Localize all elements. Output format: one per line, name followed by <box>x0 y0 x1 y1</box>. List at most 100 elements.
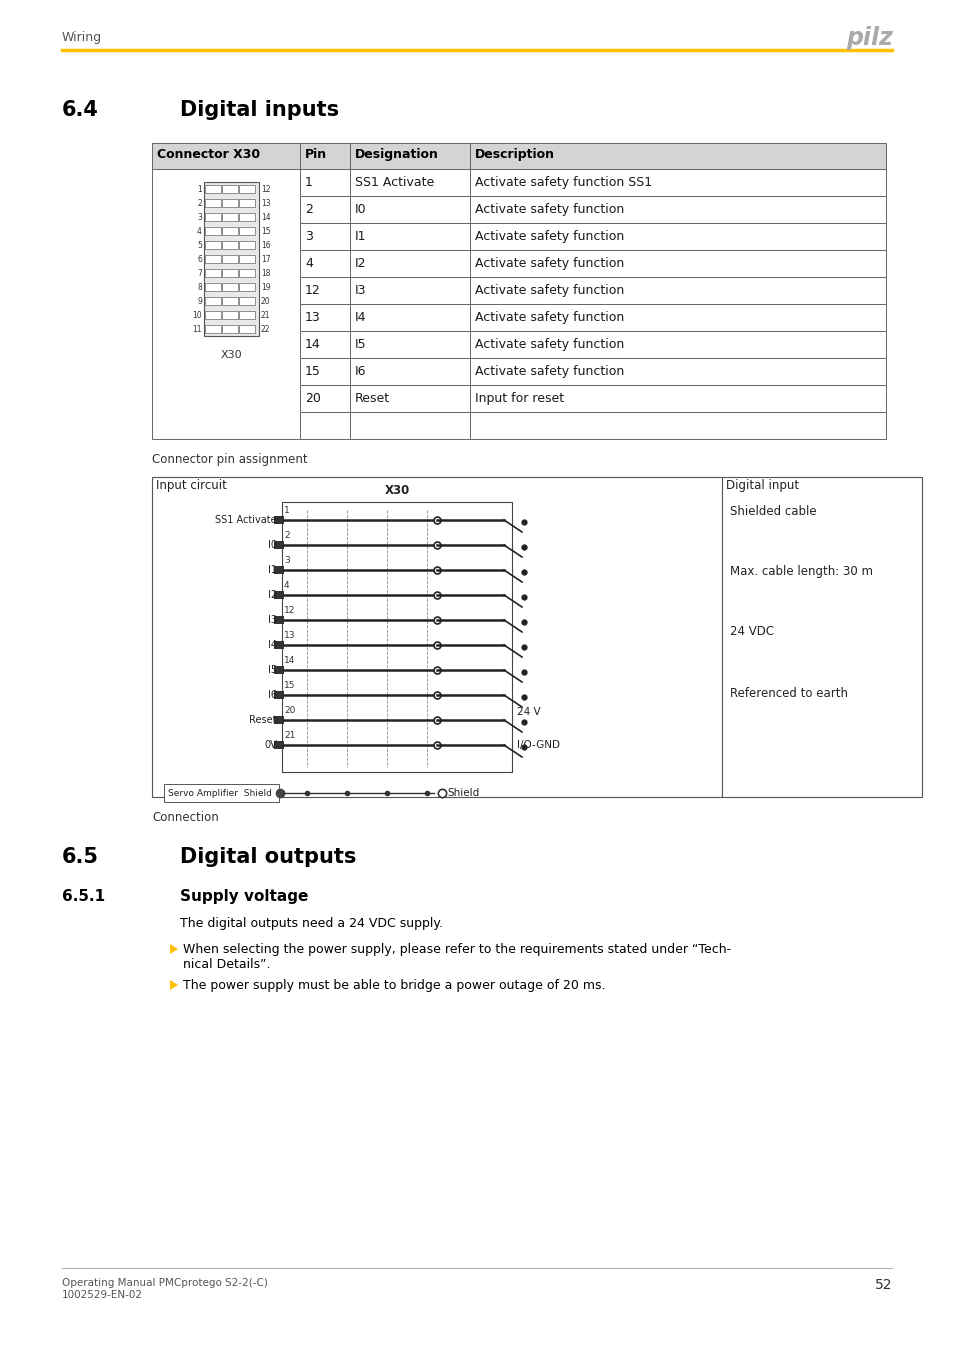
Bar <box>222 325 237 333</box>
Text: Pin: Pin <box>305 148 327 161</box>
Text: 4: 4 <box>284 580 290 590</box>
Text: Activate safety function: Activate safety function <box>475 202 623 216</box>
Bar <box>299 196 350 223</box>
Bar <box>350 223 470 250</box>
Bar <box>205 255 221 263</box>
Text: Reset: Reset <box>250 716 276 725</box>
Text: I3: I3 <box>268 616 276 625</box>
Text: 14: 14 <box>284 656 295 666</box>
Bar <box>274 666 284 674</box>
Text: 20: 20 <box>284 706 295 716</box>
Text: X30: X30 <box>384 485 409 497</box>
Text: Input for reset: Input for reset <box>475 392 563 405</box>
Bar <box>222 310 237 319</box>
Bar <box>222 284 237 292</box>
Polygon shape <box>170 944 178 954</box>
Bar <box>299 385 350 412</box>
Text: 21: 21 <box>261 310 271 320</box>
Text: Activate safety function: Activate safety function <box>475 310 623 324</box>
Text: 13: 13 <box>284 630 295 640</box>
Text: I/O-GND: I/O-GND <box>517 740 559 751</box>
Text: The digital outputs need a 24 VDC supply.: The digital outputs need a 24 VDC supply… <box>180 917 442 930</box>
Text: 11: 11 <box>193 324 202 333</box>
Text: 0V: 0V <box>264 740 276 751</box>
Bar <box>350 331 470 358</box>
Bar <box>152 169 299 439</box>
Bar <box>239 269 254 277</box>
Bar <box>274 516 284 524</box>
Text: 18: 18 <box>261 269 271 278</box>
Text: 19: 19 <box>261 282 271 292</box>
Text: I5: I5 <box>268 666 276 675</box>
Text: 1: 1 <box>305 176 313 189</box>
Bar <box>299 304 350 331</box>
Text: 13: 13 <box>261 198 271 208</box>
Text: Shield: Shield <box>447 788 478 798</box>
Bar <box>239 297 254 305</box>
Bar <box>205 213 221 221</box>
Bar <box>299 277 350 304</box>
Text: I2: I2 <box>355 256 366 270</box>
Text: Supply voltage: Supply voltage <box>180 890 308 905</box>
Bar <box>350 143 470 169</box>
Bar <box>222 213 237 221</box>
Text: 24 VDC: 24 VDC <box>729 625 773 639</box>
Bar <box>350 358 470 385</box>
Text: Designation: Designation <box>355 148 438 161</box>
Bar <box>299 169 350 196</box>
Bar <box>299 412 350 439</box>
Bar <box>350 277 470 304</box>
Bar <box>470 277 885 304</box>
Bar <box>239 284 254 292</box>
Text: I6: I6 <box>355 364 366 378</box>
Text: SS1 Activate: SS1 Activate <box>355 176 434 189</box>
Text: Operating Manual PMCprotego S2-2(-C)
1002529-EN-02: Operating Manual PMCprotego S2-2(-C) 100… <box>62 1278 268 1300</box>
Text: 10: 10 <box>193 310 202 320</box>
Bar <box>274 641 284 649</box>
Text: I0: I0 <box>268 540 276 549</box>
Bar <box>274 566 284 574</box>
Bar <box>274 716 284 724</box>
Bar <box>470 250 885 277</box>
Text: Connector X30: Connector X30 <box>157 148 260 161</box>
Text: I4: I4 <box>268 640 276 649</box>
Text: 6.5: 6.5 <box>62 846 99 867</box>
Text: 14: 14 <box>261 212 271 221</box>
Bar <box>205 185 221 193</box>
Text: Referenced to earth: Referenced to earth <box>729 687 847 701</box>
Text: Input circuit: Input circuit <box>156 479 227 491</box>
Bar <box>274 741 284 749</box>
Bar <box>152 477 721 796</box>
Text: 15: 15 <box>261 227 271 235</box>
Text: 16: 16 <box>261 240 271 250</box>
Text: 52: 52 <box>874 1278 891 1292</box>
Text: 14: 14 <box>305 338 320 351</box>
Bar <box>350 196 470 223</box>
Text: Activate safety function: Activate safety function <box>475 338 623 351</box>
Text: I0: I0 <box>355 202 366 216</box>
Bar <box>470 196 885 223</box>
Text: Activate safety function: Activate safety function <box>475 284 623 297</box>
Text: pilz: pilz <box>845 26 892 50</box>
Bar <box>470 331 885 358</box>
Bar <box>222 242 237 248</box>
Text: Digital outputs: Digital outputs <box>180 846 356 867</box>
Text: Connector pin assignment: Connector pin assignment <box>152 454 307 466</box>
Text: Activate safety function SS1: Activate safety function SS1 <box>475 176 652 189</box>
Text: Activate safety function: Activate safety function <box>475 364 623 378</box>
Bar <box>274 591 284 599</box>
Bar <box>222 185 237 193</box>
Bar <box>470 412 885 439</box>
Bar <box>205 242 221 248</box>
Text: I5: I5 <box>355 338 366 351</box>
Text: I3: I3 <box>355 284 366 297</box>
Text: I1: I1 <box>268 566 276 575</box>
Bar <box>350 169 470 196</box>
Text: 22: 22 <box>261 324 271 333</box>
Text: Reset: Reset <box>355 392 390 405</box>
Text: 6.5.1: 6.5.1 <box>62 890 105 905</box>
Text: The power supply must be able to bridge a power outage of 20 ms.: The power supply must be able to bridge … <box>183 979 605 992</box>
Bar <box>274 541 284 549</box>
Text: Shielded cable: Shielded cable <box>729 505 816 518</box>
Bar <box>299 331 350 358</box>
